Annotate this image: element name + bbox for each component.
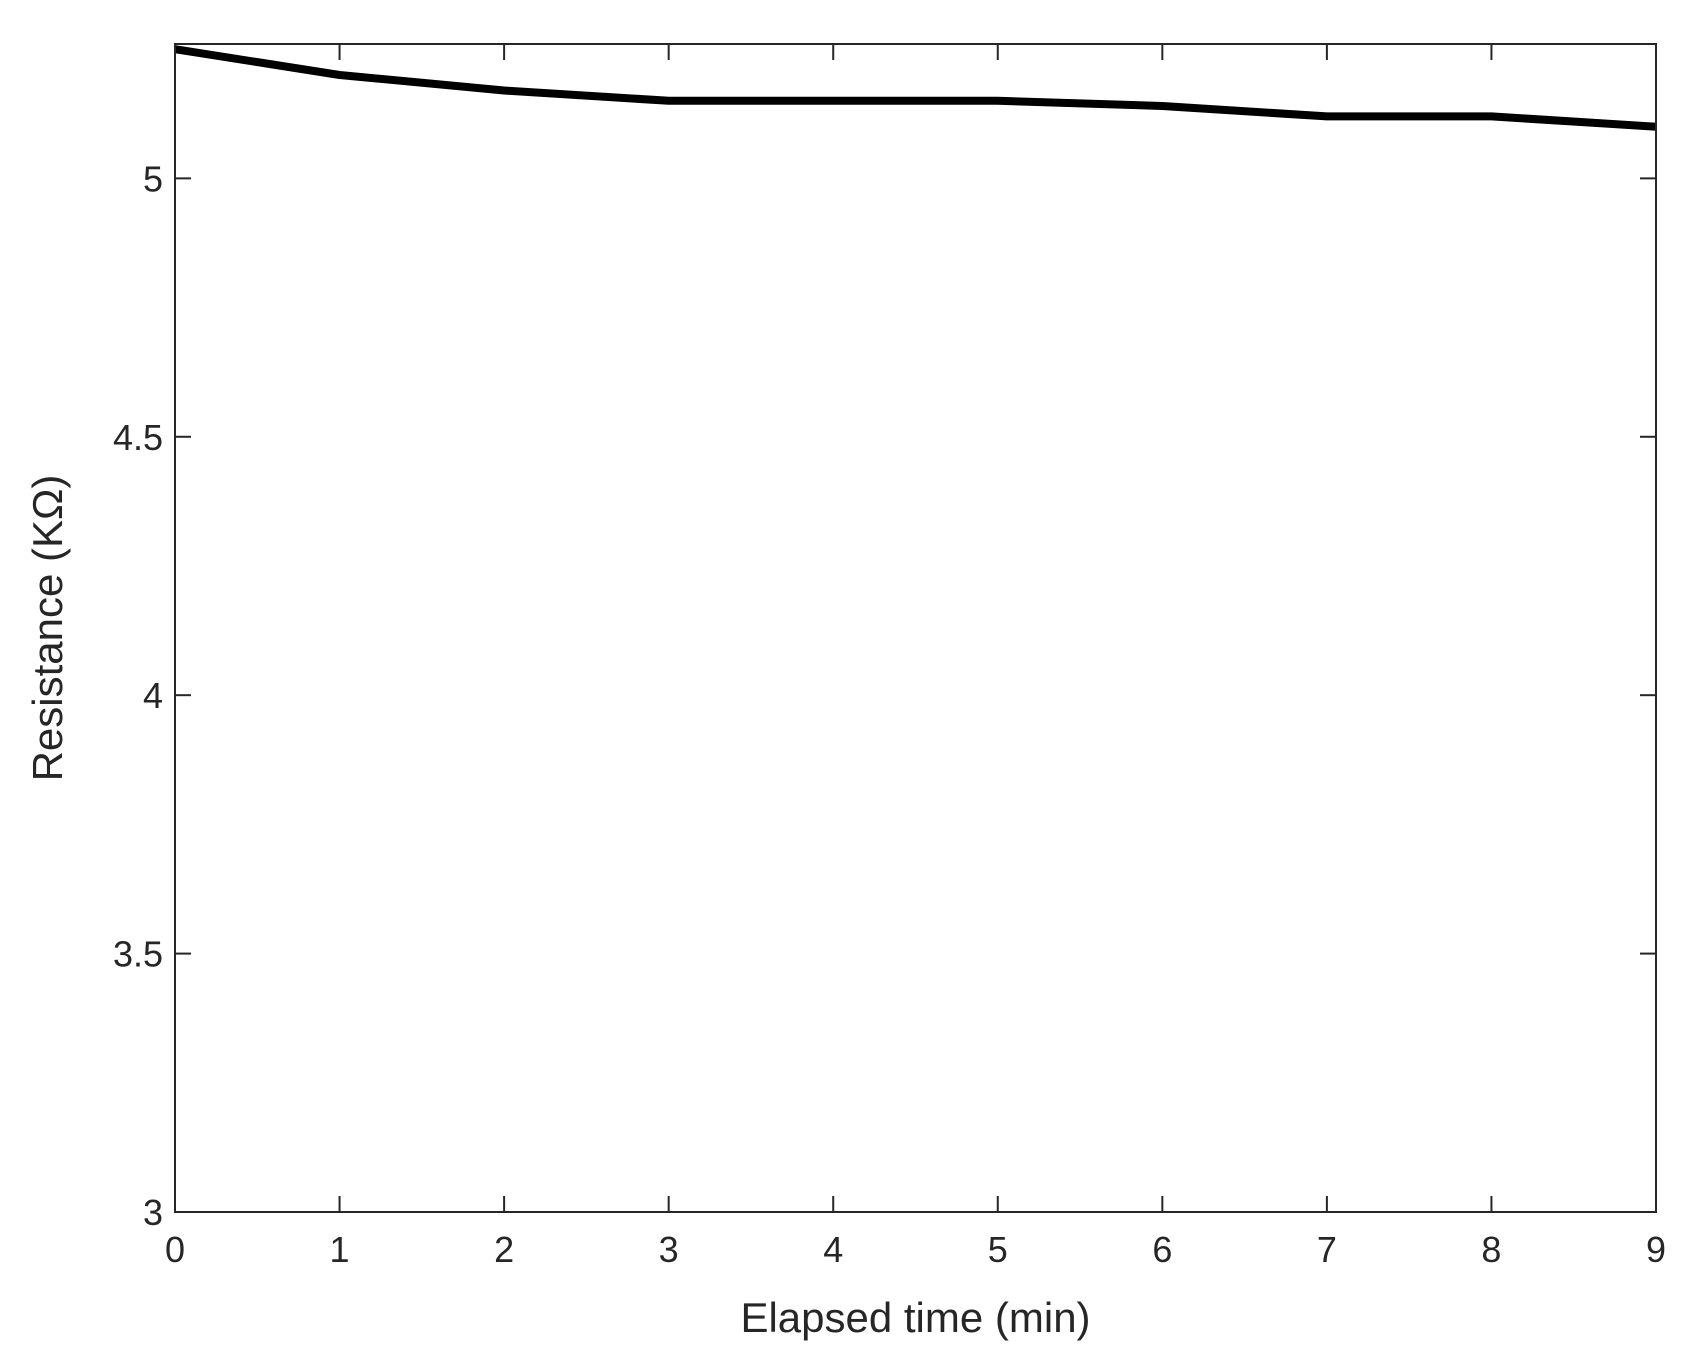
x-axis-label: Elapsed time (min) [740,1294,1090,1341]
x-tick-label: 7 [1317,1229,1337,1270]
y-tick-label: 4.5 [113,417,163,458]
x-tick-label: 8 [1481,1229,1501,1270]
x-tick-label: 1 [330,1229,350,1270]
plot-frame [174,43,1657,1213]
x-tick-label: 3 [659,1229,679,1270]
data-series [174,45,1657,131]
series-line-0 [174,45,1657,131]
y-tick-label: 4 [143,675,163,716]
x-tick-label: 5 [988,1229,1008,1270]
x-tick-label: 0 [165,1229,185,1270]
axis-ticks [174,44,1657,1213]
x-tick-label: 4 [823,1229,843,1270]
y-tick-label: 3 [143,1192,163,1233]
y-tick-label: 3.5 [113,934,163,975]
y-axis-label: Resistance (KΩ) [24,475,71,782]
x-tick-label: 6 [1152,1229,1172,1270]
tick-labels: 0 1 2 3 4 5 6 7 8 9 3 3.5 4 4.5 5 [113,158,1666,1270]
x-tick-label: 2 [494,1229,514,1270]
x-tick-label: 9 [1646,1229,1666,1270]
y-tick-label: 5 [143,158,163,199]
